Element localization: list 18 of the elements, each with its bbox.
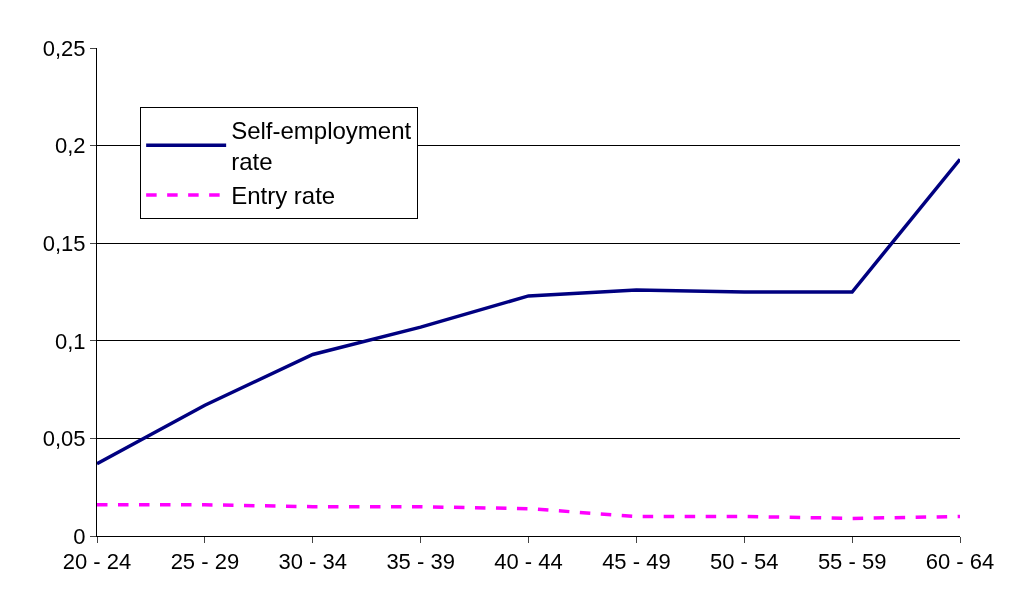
x-tick-label: 60 - 64 (925, 549, 995, 575)
y-tick-label: 0,1 (55, 328, 86, 354)
y-tick-label: 0,15 (42, 230, 86, 256)
x-tick-label: 30 - 34 (278, 549, 347, 575)
legend-label: Self-employment rate (231, 117, 412, 176)
x-tick-label: 40 - 44 (494, 549, 563, 575)
legend-label: Entry rate (231, 182, 336, 210)
x-tick-label: 45 - 49 (602, 549, 671, 575)
x-tick-label: 50 - 54 (710, 549, 779, 575)
x-tick-label: 20 - 24 (62, 549, 132, 575)
x-tick-label: 35 - 39 (386, 549, 455, 575)
line-series (97, 503, 960, 521)
y-tick-label: 0,25 (42, 35, 86, 61)
x-tick-label: 25 - 29 (170, 549, 240, 575)
y-tick-label: 0,2 (55, 133, 86, 159)
y-tick-label: 0 (73, 523, 86, 549)
y-tick-label: 0,05 (42, 426, 86, 452)
x-tick-label: 55 - 59 (817, 549, 887, 575)
